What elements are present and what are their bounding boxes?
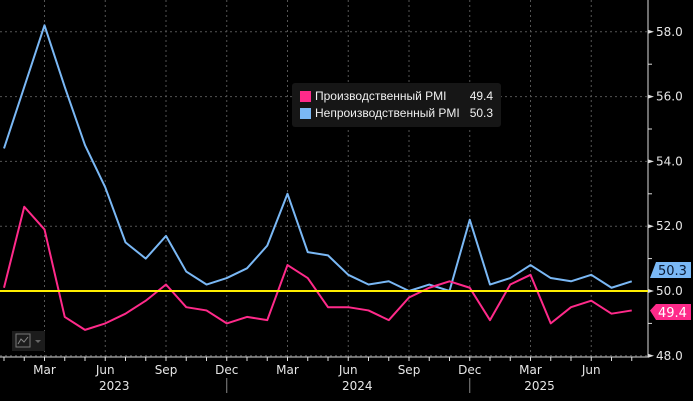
legend-label: Производственный PMI xyxy=(315,89,447,103)
y-tick-label: 54.0 xyxy=(656,154,683,168)
y-tick-mark xyxy=(648,289,654,293)
legend: Производственный PMI 49.4 Непроизводствен… xyxy=(292,83,502,127)
y-tick-label: 50.0 xyxy=(656,284,683,298)
x-tick-label: Sep xyxy=(398,363,421,377)
last-value-label: 49.4 xyxy=(658,306,687,321)
last-value-label: 50.3 xyxy=(658,264,687,279)
legend-item-manufacturing: Производственный PMI 49.4 xyxy=(300,88,493,105)
year-label: 2025 xyxy=(524,379,555,393)
x-tick-label: Jun xyxy=(95,363,115,377)
y-tick-mark xyxy=(648,94,654,99)
legend-swatch xyxy=(300,91,311,102)
legend-item-nonmanufacturing: Непроизводственный PMI 50.3 xyxy=(300,105,493,122)
series-line xyxy=(3,205,632,331)
y-tick-label: 58.0 xyxy=(656,25,683,39)
x-tick-label: Sep xyxy=(155,363,178,377)
y-tick-mark xyxy=(648,159,654,164)
year-label: 2023 xyxy=(99,379,130,393)
last-value-tag xyxy=(650,304,691,320)
y-tick-mark xyxy=(648,224,654,229)
x-tick-label: Jun xyxy=(338,363,358,377)
chart-type-button[interactable] xyxy=(12,331,45,351)
x-tick-label: Mar xyxy=(33,363,56,377)
legend-label: Непроизводственный PMI xyxy=(315,106,460,120)
x-tick-label: Dec xyxy=(215,363,238,377)
last-value-tag xyxy=(650,262,691,278)
x-tick-label: Jun xyxy=(581,363,601,377)
line-chart-icon xyxy=(15,333,41,348)
legend-value: 49.4 xyxy=(469,89,494,103)
series-line xyxy=(3,24,633,292)
legend-value: 50.3 xyxy=(469,106,494,120)
y-tick-mark xyxy=(648,353,654,358)
x-tick-label: Mar xyxy=(276,363,299,377)
y-tick-label: 48.0 xyxy=(656,349,683,363)
y-tick-mark xyxy=(648,29,654,34)
y-tick-label: 56.0 xyxy=(656,90,683,104)
x-tick-label: Dec xyxy=(458,363,481,377)
y-tick-label: 52.0 xyxy=(656,219,683,233)
x-tick-label: Mar xyxy=(519,363,542,377)
year-label: 2024 xyxy=(342,379,373,393)
legend-swatch xyxy=(300,108,311,119)
